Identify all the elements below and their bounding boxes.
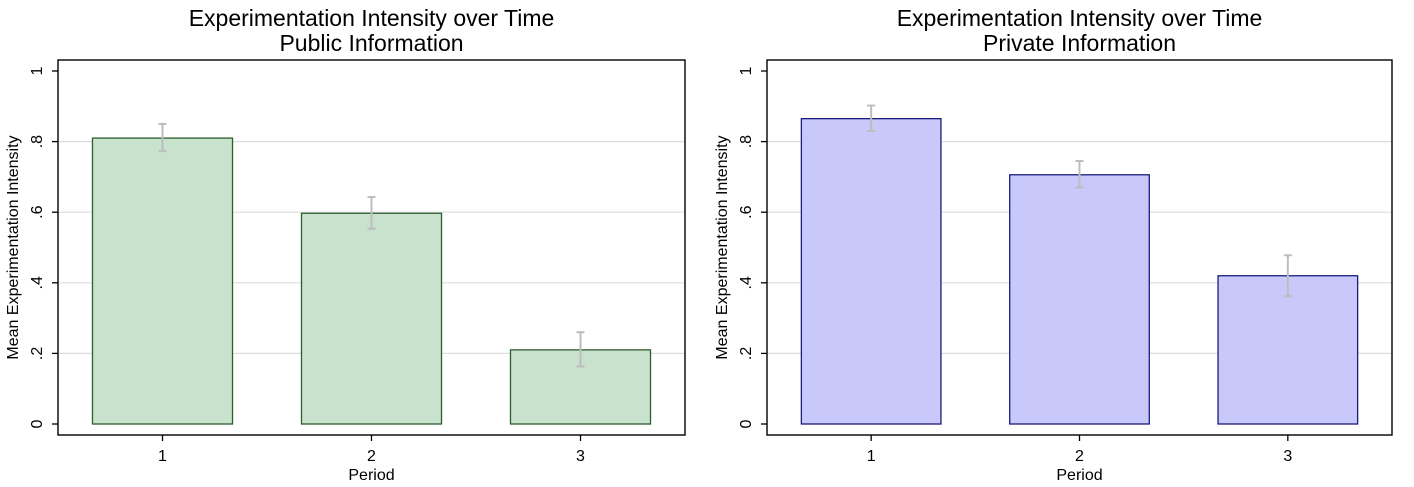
y-axis-title: Mean Experimentation Intensity	[714, 135, 731, 359]
x-tick-label: 1	[158, 448, 167, 465]
x-tick-label: 3	[1283, 448, 1292, 465]
y-tick-label: 1	[738, 66, 755, 75]
plot-frame	[766, 59, 1393, 436]
bar-period-3	[1217, 275, 1359, 425]
public-information-chart: Experimentation Intensity over Time Publi…	[5, 5, 686, 484]
x-axis-title: Period	[348, 467, 394, 484]
bar-period-1	[800, 118, 942, 425]
chart-subtitle: Public Information	[279, 30, 463, 56]
y-tick-label: .6	[738, 205, 755, 218]
y-tick-label: .6	[29, 205, 46, 218]
y-tick-label: .2	[738, 347, 755, 360]
private-chart-svg: Experimentation Intensity over TimePriva…	[714, 5, 1393, 484]
y-tick-label: 1	[29, 66, 46, 75]
chart-title: Experimentation Intensity over Time	[897, 5, 1263, 31]
bar-period-2	[300, 212, 443, 425]
public-chart-svg: Experimentation Intensity over TimePubli…	[5, 5, 686, 484]
y-tick-label: 0	[29, 419, 46, 428]
x-tick-label: 2	[367, 448, 376, 465]
bar-period-2	[1009, 174, 1150, 425]
x-tick-label: 2	[1075, 448, 1084, 465]
bar-period-1	[91, 137, 234, 425]
x-tick-label: 1	[867, 448, 876, 465]
y-tick-label: .4	[29, 276, 46, 289]
chart-subtitle: Private Information	[983, 30, 1176, 56]
y-axis-title: Mean Experimentation Intensity	[5, 135, 22, 359]
private-information-chart: Experimentation Intensity over Time Priva…	[707, 0, 1414, 487]
plot-frame	[57, 59, 686, 436]
y-tick-label: 0	[738, 419, 755, 428]
y-tick-label: .4	[738, 276, 755, 289]
chart-title: Experimentation Intensity over Time	[189, 5, 555, 31]
x-tick-label: 3	[576, 448, 585, 465]
y-tick-label: .8	[738, 135, 755, 148]
y-tick-label: .2	[29, 347, 46, 360]
x-axis-title: Period	[1056, 467, 1102, 484]
y-tick-label: .8	[29, 135, 46, 148]
